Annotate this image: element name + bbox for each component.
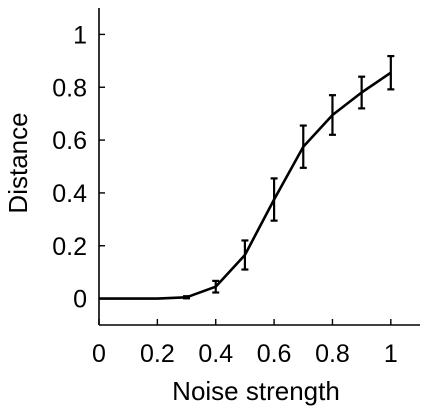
x-tick-label: 0 (92, 340, 106, 368)
y-tick-label: 0 (73, 286, 87, 314)
y-tick-label: 0.8 (52, 74, 87, 102)
y-tick-label: 0.4 (52, 180, 87, 208)
x-axis-label: Noise strength (172, 376, 340, 406)
y-tick-label: 1 (73, 21, 87, 49)
y-tick-label: 0.2 (52, 233, 87, 261)
chart-marks (99, 54, 395, 300)
x-tick-label: 0.8 (315, 340, 350, 368)
x-tick-label: 0.4 (198, 340, 233, 368)
x-tick-label: 0.6 (257, 340, 292, 368)
x-tick-label: 0.2 (140, 340, 175, 368)
axes (98, 8, 420, 326)
y-tick-label: 0.6 (52, 127, 87, 155)
y-axis-label: Distance (3, 112, 33, 213)
x-tick-label: 1 (384, 340, 398, 368)
tick-labels: 0 0.2 0.4 0.6 0.8 1 0 0.2 0.4 0.6 0.8 1 (52, 21, 398, 368)
